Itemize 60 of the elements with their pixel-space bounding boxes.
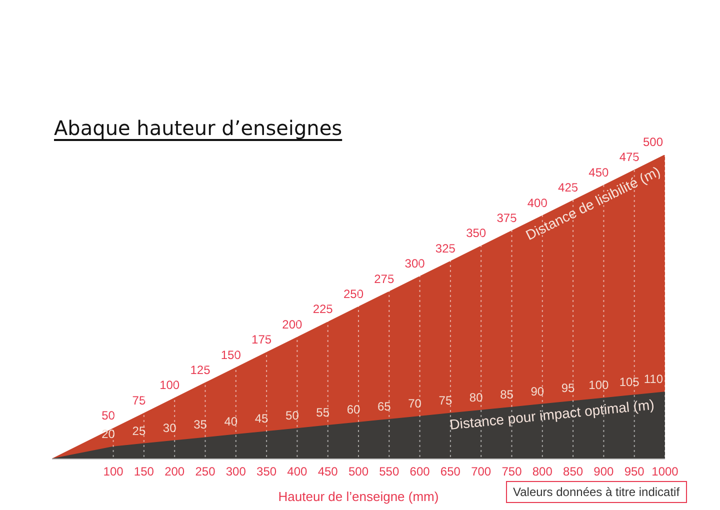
data-label: 125 (190, 363, 211, 377)
x-tick-label: 200 (164, 464, 185, 479)
data-label: 80 (469, 390, 484, 404)
data-label: 100 (160, 378, 180, 392)
data-label: 30 (162, 420, 177, 435)
data-label: 250 (343, 287, 364, 301)
data-label: 325 (435, 241, 456, 256)
x-tick-label: 150 (134, 464, 154, 479)
data-label: 500 (642, 135, 664, 149)
data-label: 55 (316, 406, 330, 420)
x-tick-label: 450 (318, 464, 338, 479)
data-label: 105 (619, 375, 640, 390)
data-label: 35 (194, 418, 208, 432)
x-tick-label: 900 (594, 464, 614, 479)
x-tick-label: 750 (502, 464, 522, 479)
data-label: 400 (527, 196, 548, 210)
data-label: 20 (102, 426, 116, 441)
data-label: 350 (466, 226, 486, 240)
data-label: 75 (438, 393, 452, 408)
data-label: 70 (408, 396, 422, 410)
data-label: 75 (132, 393, 146, 408)
data-label: 425 (558, 180, 578, 195)
data-label: 275 (374, 272, 394, 286)
data-label: 110 (644, 372, 664, 386)
data-label: 85 (500, 387, 514, 402)
x-tick-label: 950 (624, 464, 645, 479)
data-label: 90 (530, 384, 544, 398)
chart-title: Abaque hauteur d’enseignes (54, 116, 342, 140)
x-tick-label: 850 (563, 464, 584, 479)
x-tick-label: 500 (348, 464, 369, 479)
x-tick-label: 1000 (652, 464, 679, 479)
data-label: 375 (496, 211, 518, 225)
data-label: 60 (346, 402, 360, 417)
x-tick-label: 800 (532, 464, 553, 479)
data-label: 150 (220, 348, 242, 362)
x-tick-label: 400 (287, 464, 308, 479)
data-label: 475 (619, 150, 640, 164)
text: Valeurs données à titre indicatif (506, 481, 687, 503)
x-tick-label: 300 (226, 464, 246, 479)
x-tick-label: 250 (195, 464, 216, 479)
data-label: 40 (224, 414, 238, 429)
x-axis-title: Hauteur de l’enseigne (mm) (278, 489, 439, 504)
x-tick-label: 550 (379, 464, 400, 479)
x-tick-label: 600 (410, 464, 430, 479)
data-label: 50 (102, 408, 116, 423)
data-label: 45 (254, 412, 269, 426)
x-tick-label: 350 (256, 464, 277, 479)
data-label: 300 (404, 256, 426, 271)
data-label: 100 (588, 378, 610, 392)
x-tick-label: 100 (103, 464, 124, 479)
data-label: 95 (561, 381, 576, 396)
data-label: 225 (312, 302, 334, 316)
data-label: 50 (286, 408, 300, 423)
data-label: 25 (132, 424, 146, 438)
data-label: 65 (377, 399, 392, 414)
data-label: 175 (252, 332, 272, 347)
x-tick-label: 700 (471, 464, 492, 479)
x-tick-label: 650 (440, 464, 461, 479)
data-label: 450 (588, 165, 610, 180)
data-label: 200 (282, 317, 303, 332)
